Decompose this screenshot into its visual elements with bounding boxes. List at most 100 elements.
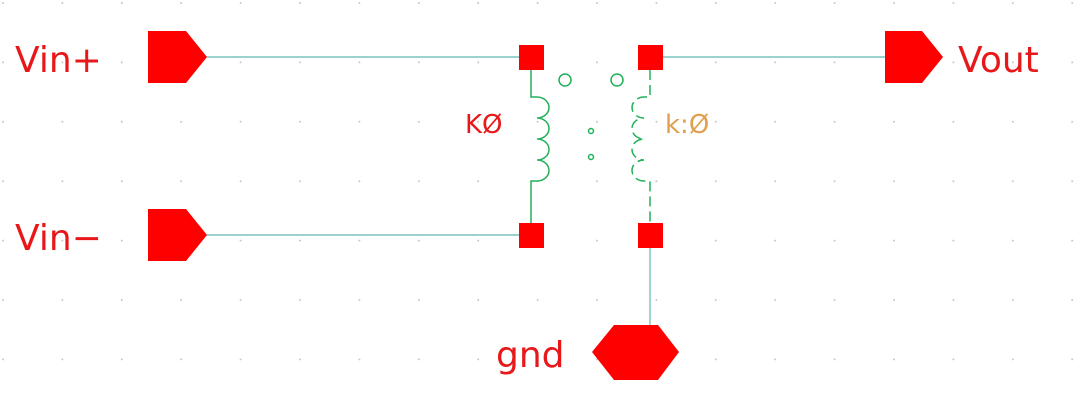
grid-dot [2, 299, 4, 301]
grid-dot [61, 299, 64, 301]
grid-dot [893, 239, 895, 242]
grid-dot [893, 358, 895, 361]
grid-dot [61, 180, 64, 183]
grid-dot [655, 2, 658, 4]
grid-dot [833, 120, 836, 123]
pin-vin-plus[interactable] [148, 31, 207, 83]
grid-dot [299, 2, 301, 4]
grid-dot [417, 120, 420, 123]
grid-dot [120, 61, 123, 64]
grid-dot [596, 180, 598, 183]
grid-dot [655, 120, 658, 123]
grid-dot [358, 180, 361, 183]
grid-dot [299, 239, 301, 242]
grid-dot [120, 239, 123, 242]
grid-dot [358, 299, 361, 301]
grid-dot [1071, 61, 1074, 64]
grid-dot [477, 180, 480, 183]
grid-dot [952, 120, 955, 123]
grid-dot [1071, 180, 1074, 183]
grid-dot [239, 239, 242, 242]
grid-dot [714, 61, 717, 64]
grid-dot [417, 2, 420, 4]
grid-dot [358, 61, 361, 64]
core-marker-bottom [587, 153, 595, 161]
grid-dot [655, 299, 658, 301]
pin-vout[interactable] [885, 31, 943, 83]
grid-dot [180, 358, 183, 361]
grid-dot [1011, 61, 1014, 64]
grid-dot [120, 180, 123, 183]
grid-dot [952, 61, 955, 64]
grid-dot [299, 180, 301, 183]
grid-dot [61, 120, 64, 123]
grid-dot [1011, 2, 1014, 4]
grid-dot [596, 120, 598, 123]
grid-dot [358, 239, 361, 242]
grid-dot [774, 239, 777, 242]
pin-gnd[interactable] [592, 325, 679, 380]
grid-dot [596, 61, 598, 64]
grid-dot [893, 180, 895, 183]
grid-dot [180, 120, 183, 123]
terminal-primary-bottom[interactable] [519, 223, 544, 248]
grid-dot [239, 2, 242, 4]
grid-dot [1071, 2, 1074, 4]
label-vout: Vout [958, 40, 1039, 81]
grid-dot [61, 239, 64, 242]
grid-dot [239, 299, 242, 301]
grid-dot [774, 180, 777, 183]
terminal-primary-top[interactable] [519, 45, 544, 70]
grid-dot [714, 180, 717, 183]
grid-dot [774, 2, 777, 4]
primary-winding [530, 70, 550, 223]
grid-dot [1071, 358, 1074, 361]
grid-dot [120, 2, 123, 4]
grid-dot [239, 61, 242, 64]
grid-dot [833, 61, 836, 64]
grid-dot [299, 120, 301, 123]
grid-dot [893, 299, 895, 301]
grid-dot [952, 180, 955, 183]
grid-dot [120, 358, 123, 361]
grid-dot [417, 239, 420, 242]
grid-dot [2, 61, 4, 64]
grid-dot [714, 239, 717, 242]
grid-dot [299, 299, 301, 301]
pin-vin-minus[interactable] [148, 209, 207, 261]
grid-dot [477, 2, 480, 4]
label-vin-minus: Vin− [15, 218, 102, 259]
grid-dot [120, 120, 123, 123]
grid-dot [61, 2, 64, 4]
grid-dot [952, 358, 955, 361]
grid-dot [239, 120, 242, 123]
transformer-symbol[interactable] [530, 70, 651, 223]
grid-dot [1011, 358, 1014, 361]
secondary-winding [631, 70, 651, 223]
grid-dot [536, 358, 539, 361]
grid-dot [2, 180, 4, 183]
terminal-secondary-top[interactable] [638, 45, 663, 70]
grid-dot [417, 299, 420, 301]
grid-dot [477, 299, 480, 301]
grid-dot [1011, 239, 1014, 242]
grid-dot [536, 120, 539, 123]
grid-dot [833, 2, 836, 4]
grid-dot [2, 239, 4, 242]
grid-dot [1011, 120, 1014, 123]
grid-dot [1071, 120, 1074, 123]
grid-dot [417, 180, 420, 183]
transformer-coupling-param: k:Ø [665, 110, 709, 140]
grid-dot [893, 120, 895, 123]
grid-dot [596, 239, 598, 242]
grid-dot [61, 61, 64, 64]
grid-dot [833, 358, 836, 361]
grid-dot [952, 2, 955, 4]
grid-dot [417, 358, 420, 361]
grid-dot [774, 120, 777, 123]
grid-dot [477, 61, 480, 64]
grid-dot [358, 2, 361, 4]
grid-dot [714, 358, 717, 361]
terminal-secondary-bottom[interactable] [638, 223, 663, 248]
